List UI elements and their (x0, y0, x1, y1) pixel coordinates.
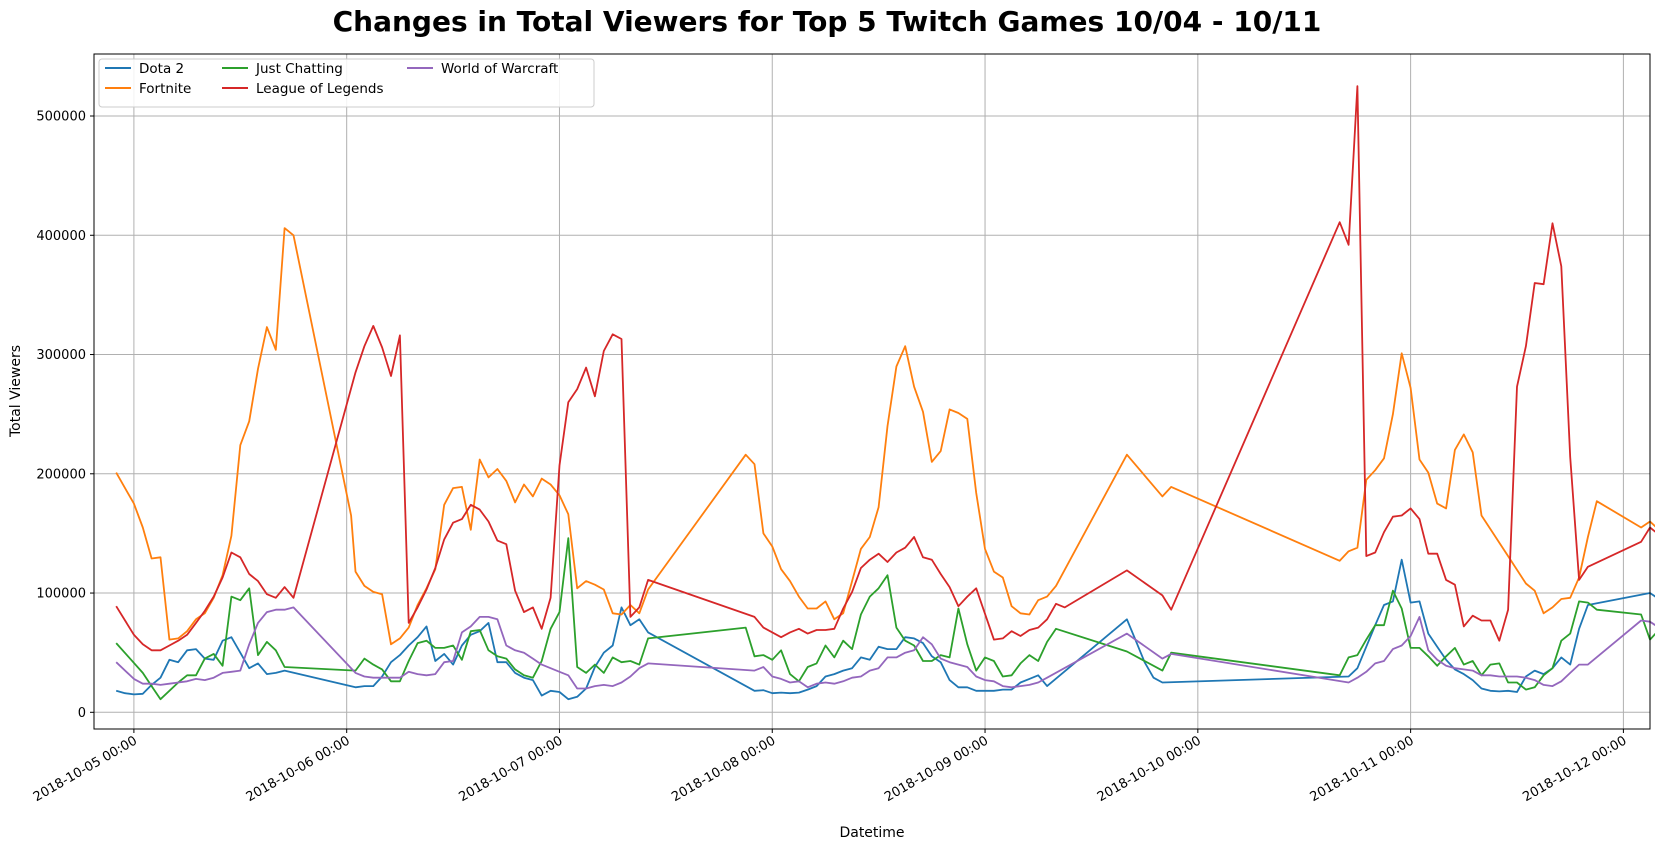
plot-area-frame (93, 53, 1651, 730)
grid (94, 54, 1650, 729)
y-tick-label: 100000 (36, 587, 86, 602)
series-line-fortnite (115, 227, 1655, 646)
legend-label: Dota 2 (139, 61, 184, 77)
series-lines (115, 85, 1655, 701)
y-axis-label: Total Viewers (8, 345, 24, 438)
legend-label: League of Legends (256, 81, 384, 97)
series-line-league-of-legends (115, 85, 1655, 652)
series-line-dota-2 (115, 558, 1655, 701)
y-tick-label: 500000 (36, 110, 86, 125)
series-line-world-of-warcraft (115, 606, 1655, 690)
x-axis-label: Datetime (839, 825, 904, 841)
legend-label: Fortnite (139, 81, 191, 97)
legend: Dota 2 Fortnite Just Chatting League of Leg… (98, 58, 595, 108)
legend-label: Just Chatting (255, 61, 343, 77)
y-axis-ticks: 0 100000 200000 300000 400000 500000 (36, 110, 94, 721)
legend-box (98, 58, 595, 108)
y-tick-label: 0 (78, 706, 86, 721)
legend-label: World of Warcraft (441, 61, 558, 77)
y-tick-label: 400000 (36, 229, 86, 244)
y-tick-label: 300000 (36, 348, 86, 363)
y-tick-label: 200000 (36, 467, 86, 482)
chart-title: Changes in Total Viewers for Top 5 Twitc… (333, 5, 1322, 38)
